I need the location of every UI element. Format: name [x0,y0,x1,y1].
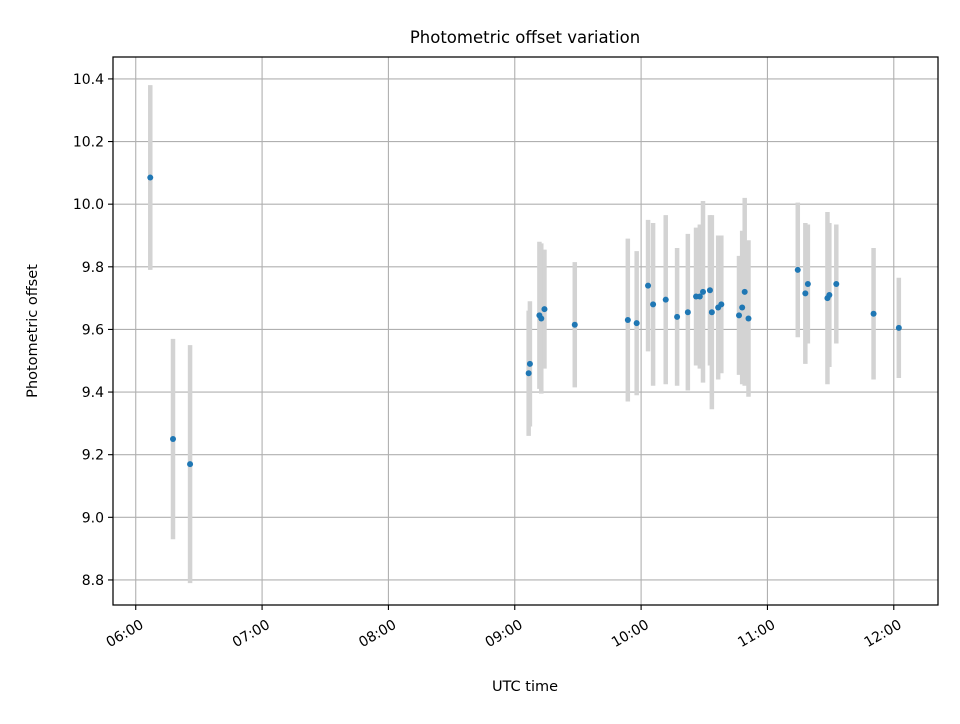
grid-lines [113,57,938,605]
data-point [696,293,703,300]
data-point [645,282,652,289]
data-point [624,317,631,324]
data-point [736,312,743,319]
data-point [674,313,681,320]
data-point [739,304,746,311]
y-axis: 8.8 9.0 9.2 9.4 9.6 9.8 10.0 10.2 10.4 [73,72,113,589]
y-tick-label: 8.8 [82,573,104,589]
y-tick-label: 9.2 [82,448,104,464]
data-point [662,296,669,303]
data-point [650,301,657,308]
data-point [826,291,833,298]
data-point [833,281,840,288]
data-point [794,266,801,273]
x-axis-label: UTC time [492,679,558,695]
data-point [187,461,194,468]
data-point [525,370,532,377]
data-point [571,321,578,328]
data-point [526,360,533,367]
data-point [170,436,177,443]
data-point [895,324,902,331]
y-tick-label: 9.8 [82,260,104,276]
data-point [706,287,713,294]
y-tick-label: 10.4 [73,72,104,88]
data-point [870,310,877,317]
data-point [541,306,548,313]
data-point [538,315,545,322]
data-point [741,288,748,295]
data-point [745,315,752,322]
data-point [802,290,809,297]
y-tick-label: 9.0 [82,510,104,526]
chart-title: Photometric offset variation [410,28,640,47]
axes-frame [112,56,939,606]
data-point [147,174,154,181]
data-point [700,288,707,295]
data-point [684,309,691,316]
y-axis-label: Photometric offset [25,264,41,398]
y-tick-label: 10.0 [73,197,104,213]
y-tick-label: 10.2 [73,135,104,151]
y-tick-label: 9.6 [82,322,104,338]
y-tick-label: 9.4 [82,385,104,401]
data-point [804,281,811,288]
data-point [708,309,715,316]
data-points [147,174,902,468]
data-point [633,320,640,327]
data-point [718,301,725,308]
